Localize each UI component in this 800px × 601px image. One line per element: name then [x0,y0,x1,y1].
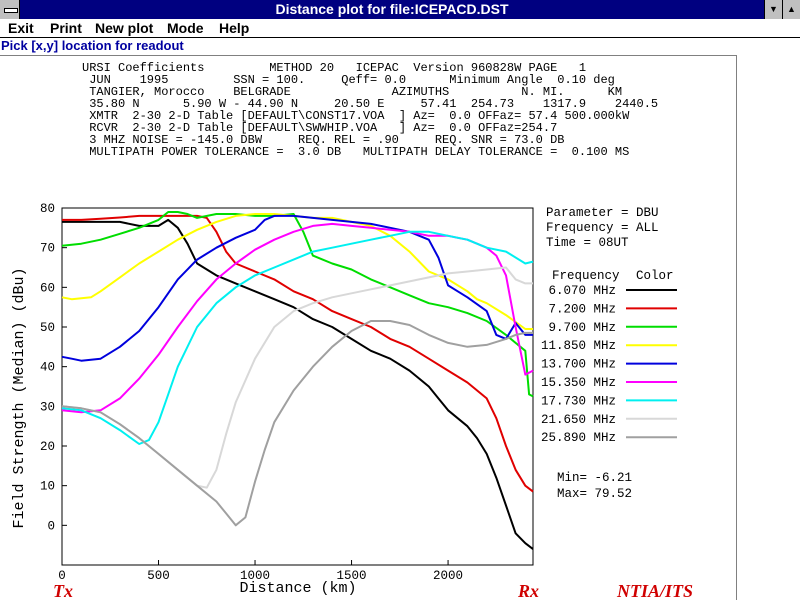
menu-bar: Exit Print New plot Mode Help [0,19,800,38]
organization-label: NTIA/ITS [616,581,693,600]
y-tick-label: 60 [40,281,55,295]
series-line-25.890-mhz [61,320,533,527]
legend-header-frequency: Frequency [552,269,620,283]
rx-label: Rx [517,581,539,600]
series-line-6.070-mhz [62,218,534,550]
x-tick-label: 500 [147,569,170,583]
x-tick-label: 0 [58,569,66,583]
minimize-button[interactable]: ▼ [764,0,782,19]
plot-window[interactable] [0,55,800,601]
y-tick-label: 80 [40,202,55,216]
x-axis-label: Distance (km) [239,580,356,597]
y-tick-label: 10 [40,480,55,494]
legend-label: 25.890 MHz [541,431,616,445]
y-tick-label: 50 [40,321,55,335]
tx-label: Tx [53,581,73,600]
y-tick-label: 20 [40,440,55,454]
y-tick-label: 30 [40,400,55,414]
x-tick-label: 1500 [337,569,367,583]
system-menu-icon [4,8,18,13]
legend-label: 17.730 MHz [541,394,616,408]
menu-print[interactable]: Print [50,20,82,36]
system-menu-button[interactable] [0,0,20,19]
y-tick-label: 70 [40,242,55,256]
menu-exit[interactable]: Exit [8,20,34,36]
x-tick-label: 2000 [433,569,463,583]
parameter-line: Frequency = ALL [546,221,659,235]
series-line-17.730-mhz [61,230,534,445]
x-tick-label: 1000 [240,569,270,583]
legend-header-color: Color [636,269,674,283]
header-line: 3 MHZ NOISE = -145.0 DBW REQ. REL = .90 … [82,133,564,147]
menu-new-plot[interactable]: New plot [95,20,154,36]
y-tick-label: 40 [40,361,55,375]
legend-label: 9.700 MHz [548,321,616,335]
legend-label: 6.070 MHz [548,284,616,298]
legend-label: 11.850 MHz [541,339,616,353]
parameter-line: Time = 08UT [546,236,629,250]
title-bar: Distance plot for file:ICEPACD.DST ▼ ▲ [0,0,800,19]
maximize-icon: ▲ [787,4,796,14]
series-line-7.200-mhz [62,214,534,493]
maximize-button[interactable]: ▲ [782,0,800,19]
y-axis-label: Field Strength (Median) (dBu) [11,267,28,528]
status-text: Pick [x,y] location for readout [1,38,184,53]
header-line: 35.80 N 5.90 W - 44.90 N 20.50 E 57.41 2… [82,97,658,111]
header-line: TANGIER, Morocco BELGRADE AZIMUTHS N. MI… [82,85,622,99]
min-readout: Min= -6.21 [557,471,632,485]
max-readout: Max= 79.52 [557,487,632,501]
plot-frame [61,207,534,566]
scrollbar-area[interactable] [736,55,800,600]
header-line: XMTR 2-30 2-D Table [DEFAULT\CONST17.VOA… [82,109,630,123]
legend-label: 21.650 MHz [541,413,616,427]
series-line-9.700-mhz [61,211,534,398]
header-line: JUN 1995 SSN = 100. Qeff= 0.0 Minimum An… [82,73,615,87]
series-line-15.350-mhz [61,222,534,414]
header-line: MULTIPATH POWER TOLERANCE = 3.0 DB MULTI… [82,145,629,159]
legend-label: 13.700 MHz [541,358,616,372]
series-line-21.650-mhz [61,266,533,489]
legend-label: 15.350 MHz [541,376,616,390]
header-line: RCVR 2-30 2-D Table [DEFAULT\SWWHIP.VOA … [82,121,557,135]
legend-label: 7.200 MHz [548,302,616,316]
parameter-line: Parameter = DBU [546,206,659,220]
window-title: Distance plot for file:ICEPACD.DST [275,1,509,17]
menu-mode[interactable]: Mode [167,20,204,36]
minimize-icon: ▼ [769,4,778,14]
series-line-13.700-mhz [61,214,533,362]
header-line: URSI Coefficients METHOD 20 ICEPAC Versi… [82,61,586,75]
y-tick-label: 0 [47,519,55,533]
menu-help[interactable]: Help [219,20,250,36]
